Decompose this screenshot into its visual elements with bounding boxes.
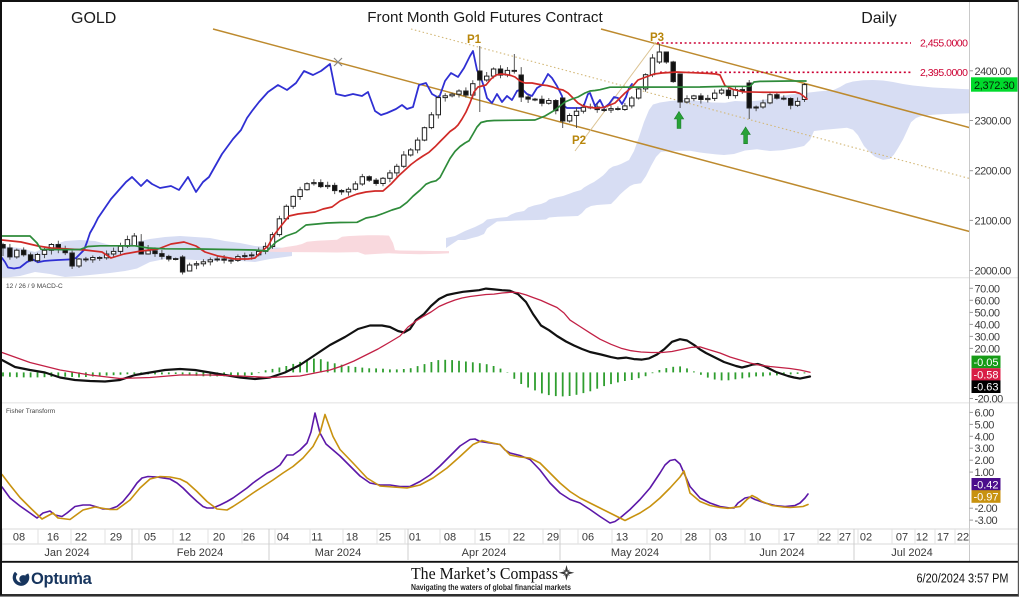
- svg-text:-20.00: -20.00: [975, 394, 1004, 406]
- svg-text:17: 17: [783, 532, 795, 544]
- svg-text:Jan 2024: Jan 2024: [44, 547, 89, 559]
- svg-text:2,395.0000: 2,395.0000: [920, 67, 968, 79]
- svg-text:12 / 26 / 9 MACD-C: 12 / 26 / 9 MACD-C: [6, 283, 63, 290]
- svg-text:6/20/2024 3:57 PM: 6/20/2024 3:57 PM: [917, 571, 1009, 586]
- svg-text:Jun 2024: Jun 2024: [759, 547, 804, 559]
- svg-text:05: 05: [144, 532, 156, 544]
- svg-text:20: 20: [651, 532, 663, 544]
- svg-text:08: 08: [444, 532, 456, 544]
- svg-text:12: 12: [916, 532, 928, 544]
- svg-text:GOLD: GOLD: [71, 10, 116, 27]
- svg-text:2,372.30: 2,372.30: [974, 80, 1015, 92]
- svg-text:25: 25: [379, 532, 391, 544]
- svg-text:30.00: 30.00: [975, 331, 1000, 343]
- svg-text:Apr 2024: Apr 2024: [462, 547, 507, 559]
- svg-text:-0.97: -0.97: [973, 492, 998, 504]
- svg-text:28: 28: [685, 532, 697, 544]
- svg-text:26: 26: [243, 532, 255, 544]
- svg-text:60.00: 60.00: [975, 295, 1000, 307]
- svg-text:P2: P2: [572, 135, 586, 147]
- svg-text:-0.42: -0.42: [973, 479, 998, 491]
- svg-text:1.00: 1.00: [975, 467, 995, 479]
- svg-text:-0.58: -0.58: [973, 370, 998, 382]
- svg-text:5.00: 5.00: [975, 419, 995, 431]
- svg-text:2.00: 2.00: [975, 455, 995, 467]
- svg-text:27: 27: [839, 532, 851, 544]
- svg-text:70.00: 70.00: [975, 283, 1000, 295]
- svg-text:22: 22: [75, 532, 87, 544]
- svg-text:22: 22: [819, 532, 831, 544]
- svg-text:Jul 2024: Jul 2024: [891, 547, 933, 559]
- svg-text:Daily: Daily: [861, 10, 897, 27]
- svg-text:May 2024: May 2024: [611, 547, 659, 559]
- svg-text:Feb 2024: Feb 2024: [177, 547, 223, 559]
- svg-text:29: 29: [547, 532, 559, 544]
- svg-text:Mar 2024: Mar 2024: [315, 547, 361, 559]
- svg-text:02: 02: [860, 532, 872, 544]
- svg-text:11: 11: [311, 532, 322, 544]
- svg-text:4.00: 4.00: [975, 431, 995, 443]
- svg-text:Optuma: Optuma: [31, 570, 93, 588]
- svg-text:-0.63: -0.63: [973, 382, 998, 394]
- svg-text:13: 13: [616, 532, 628, 544]
- svg-text:15: 15: [479, 532, 491, 544]
- svg-text:3.00: 3.00: [975, 443, 995, 455]
- svg-text:06: 06: [582, 532, 594, 544]
- svg-text:Navigating the waters of globa: Navigating the waters of global financia…: [411, 582, 571, 592]
- svg-text:07: 07: [896, 532, 908, 544]
- svg-text:22: 22: [513, 532, 525, 544]
- svg-text:08: 08: [13, 532, 25, 544]
- svg-text:29: 29: [110, 532, 122, 544]
- svg-text:01: 01: [409, 532, 421, 544]
- svg-text:-2.00: -2.00: [975, 503, 998, 515]
- svg-text:2000.00: 2000.00: [975, 266, 1012, 278]
- svg-text:04: 04: [277, 532, 289, 544]
- svg-text:Front Month Gold Futures Contr: Front Month Gold Futures Contract: [367, 9, 603, 26]
- svg-text:03: 03: [715, 532, 727, 544]
- svg-text:16: 16: [47, 532, 59, 544]
- svg-text:The Market’s Compass: The Market’s Compass: [411, 564, 558, 583]
- svg-text:10: 10: [749, 532, 761, 544]
- svg-text:2200.00: 2200.00: [975, 166, 1012, 178]
- svg-text:40.00: 40.00: [975, 319, 1000, 331]
- svg-text:-0.05: -0.05: [973, 357, 998, 369]
- svg-text:17: 17: [937, 532, 949, 544]
- svg-text:2100.00: 2100.00: [975, 215, 1012, 227]
- svg-text:20: 20: [213, 532, 225, 544]
- svg-text:P3: P3: [650, 32, 664, 44]
- svg-text:2300.00: 2300.00: [975, 116, 1012, 128]
- svg-text:12: 12: [179, 532, 191, 544]
- svg-text:Fisher Transform: Fisher Transform: [6, 408, 55, 415]
- svg-text:18: 18: [346, 532, 358, 544]
- svg-text:22: 22: [957, 532, 969, 544]
- svg-text:20.00: 20.00: [975, 343, 1000, 355]
- svg-text:P1: P1: [467, 34, 482, 46]
- svg-text:2400.00: 2400.00: [975, 66, 1012, 78]
- svg-text:2,455.0000: 2,455.0000: [920, 38, 968, 50]
- svg-text:50.00: 50.00: [975, 307, 1000, 319]
- svg-text:6.00: 6.00: [975, 407, 995, 419]
- svg-text:-3.00: -3.00: [975, 515, 998, 527]
